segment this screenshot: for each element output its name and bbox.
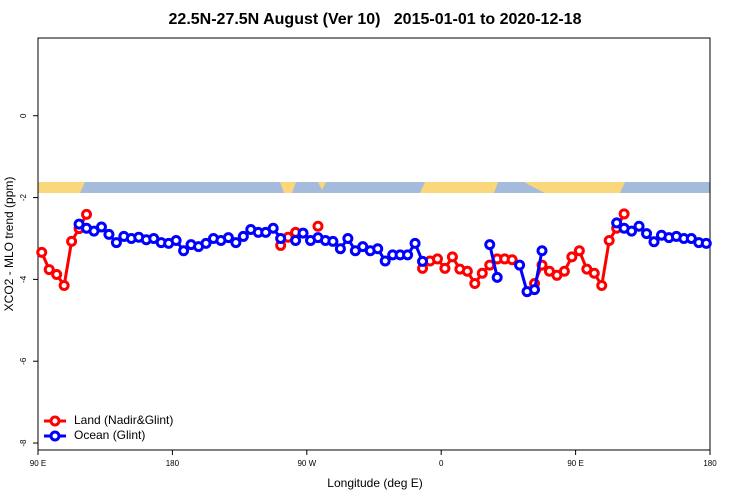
- x-tick-label: 180: [166, 459, 180, 468]
- y-tick-label: -2: [19, 193, 28, 201]
- data-point: [529, 284, 541, 296]
- data-point: [611, 217, 623, 229]
- legend-label: Ocean (Glint): [74, 428, 145, 442]
- data-point: [491, 271, 503, 283]
- data-point: [342, 232, 354, 244]
- data-point: [267, 222, 279, 234]
- data-point: [81, 208, 93, 220]
- data-point: [417, 255, 429, 267]
- data-point: [633, 220, 645, 232]
- data-point: [379, 255, 391, 267]
- data-point: [110, 237, 122, 249]
- data-point: [469, 277, 481, 289]
- y-tick-label: 0: [19, 113, 28, 118]
- y-axis-label: XCO2 - MLO trend (ppm): [2, 177, 16, 312]
- legend-marker: [49, 430, 61, 442]
- data-point: [237, 230, 249, 242]
- data-point: [372, 243, 384, 255]
- data-point: [58, 280, 70, 292]
- data-point: [275, 232, 287, 244]
- data-point: [170, 235, 182, 247]
- data-point: [484, 239, 496, 251]
- legend-label: Land (Nadir&Glint): [74, 413, 173, 427]
- data-point: [536, 245, 548, 257]
- series: [73, 217, 712, 298]
- data-point: [290, 235, 302, 247]
- x-tick-label: 90 E: [30, 459, 46, 468]
- data-point: [431, 253, 443, 265]
- data-point: [327, 235, 339, 247]
- data-point: [439, 262, 451, 274]
- data-point: [178, 245, 190, 257]
- data-point: [312, 220, 324, 232]
- data-point: [641, 228, 653, 240]
- x-axis-label: Longitude (deg E): [327, 476, 422, 490]
- data-point: [626, 225, 638, 237]
- data-point: [446, 251, 458, 263]
- y-tick-label: -8: [19, 439, 28, 447]
- chart-title: 22.5N-27.5N August (Ver 10) 2015-01-01 t…: [169, 11, 582, 28]
- data-point: [588, 267, 600, 279]
- data-point: [596, 280, 608, 292]
- data-point: [200, 237, 212, 249]
- y-tick-label: -6: [19, 357, 28, 365]
- data-point: [558, 265, 570, 277]
- data-point: [476, 267, 488, 279]
- data-point: [95, 221, 107, 233]
- x-tick-label: 0: [439, 459, 444, 468]
- data-point: [700, 237, 712, 249]
- data-point: [573, 245, 585, 257]
- land-map-strip: [38, 182, 710, 193]
- data-point: [603, 235, 615, 247]
- data-point: [618, 208, 630, 220]
- data-point: [297, 227, 309, 239]
- legend-marker: [49, 415, 61, 427]
- data-point: [103, 228, 115, 240]
- data-point: [514, 259, 526, 271]
- data-point: [506, 254, 518, 266]
- data-point: [566, 251, 578, 263]
- data-point: [402, 249, 414, 261]
- data-point: [66, 235, 78, 247]
- data-point: [648, 236, 660, 248]
- data-point: [51, 268, 63, 280]
- y-tick-label: -4: [19, 275, 28, 283]
- data-point: [36, 246, 48, 258]
- data-point: [43, 264, 55, 276]
- x-tick-label: 180: [703, 459, 717, 468]
- data-point: [222, 232, 234, 244]
- legend: Land (Nadir&Glint)Ocean (Glint): [44, 413, 173, 442]
- data-point: [461, 265, 473, 277]
- data-point: [409, 237, 421, 249]
- data-point: [334, 243, 346, 255]
- x-tick-label: 90 E: [567, 459, 583, 468]
- x-tick-label: 90 W: [297, 459, 316, 468]
- data-point: [230, 237, 242, 249]
